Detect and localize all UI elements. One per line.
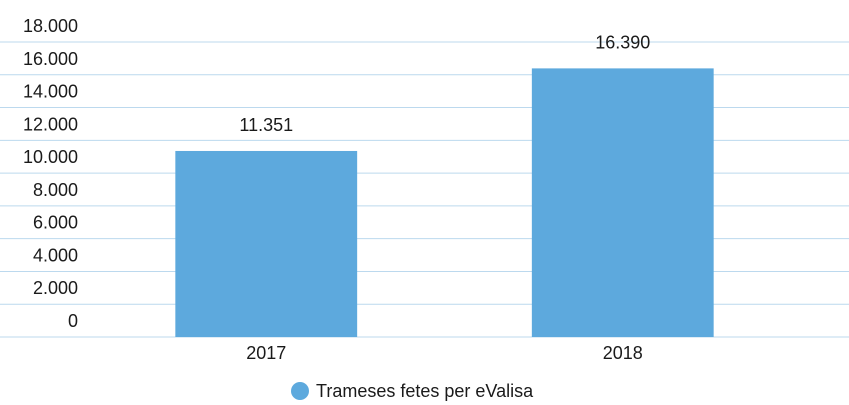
y-tick-label: 0 <box>68 311 78 331</box>
x-tick-label: 2018 <box>603 343 643 363</box>
y-tick-label: 12.000 <box>23 114 78 134</box>
legend-label: Trameses fetes per eValisa <box>316 381 534 401</box>
y-tick-label: 4.000 <box>33 245 78 265</box>
data-label: 16.390 <box>595 32 650 52</box>
bar <box>175 150 358 337</box>
y-tick-label: 16.000 <box>23 49 78 69</box>
bar <box>531 68 714 337</box>
y-tick-label: 8.000 <box>33 180 78 200</box>
data-label: 11.351 <box>239 115 293 135</box>
y-tick-label: 6.000 <box>33 213 78 233</box>
y-tick-label: 18.000 <box>23 16 78 36</box>
x-tick-label: 2017 <box>246 343 286 363</box>
legend-marker <box>291 382 309 400</box>
y-tick-label: 14.000 <box>23 82 78 102</box>
y-tick-label: 2.000 <box>33 278 78 298</box>
y-tick-label: 10.000 <box>23 147 78 167</box>
